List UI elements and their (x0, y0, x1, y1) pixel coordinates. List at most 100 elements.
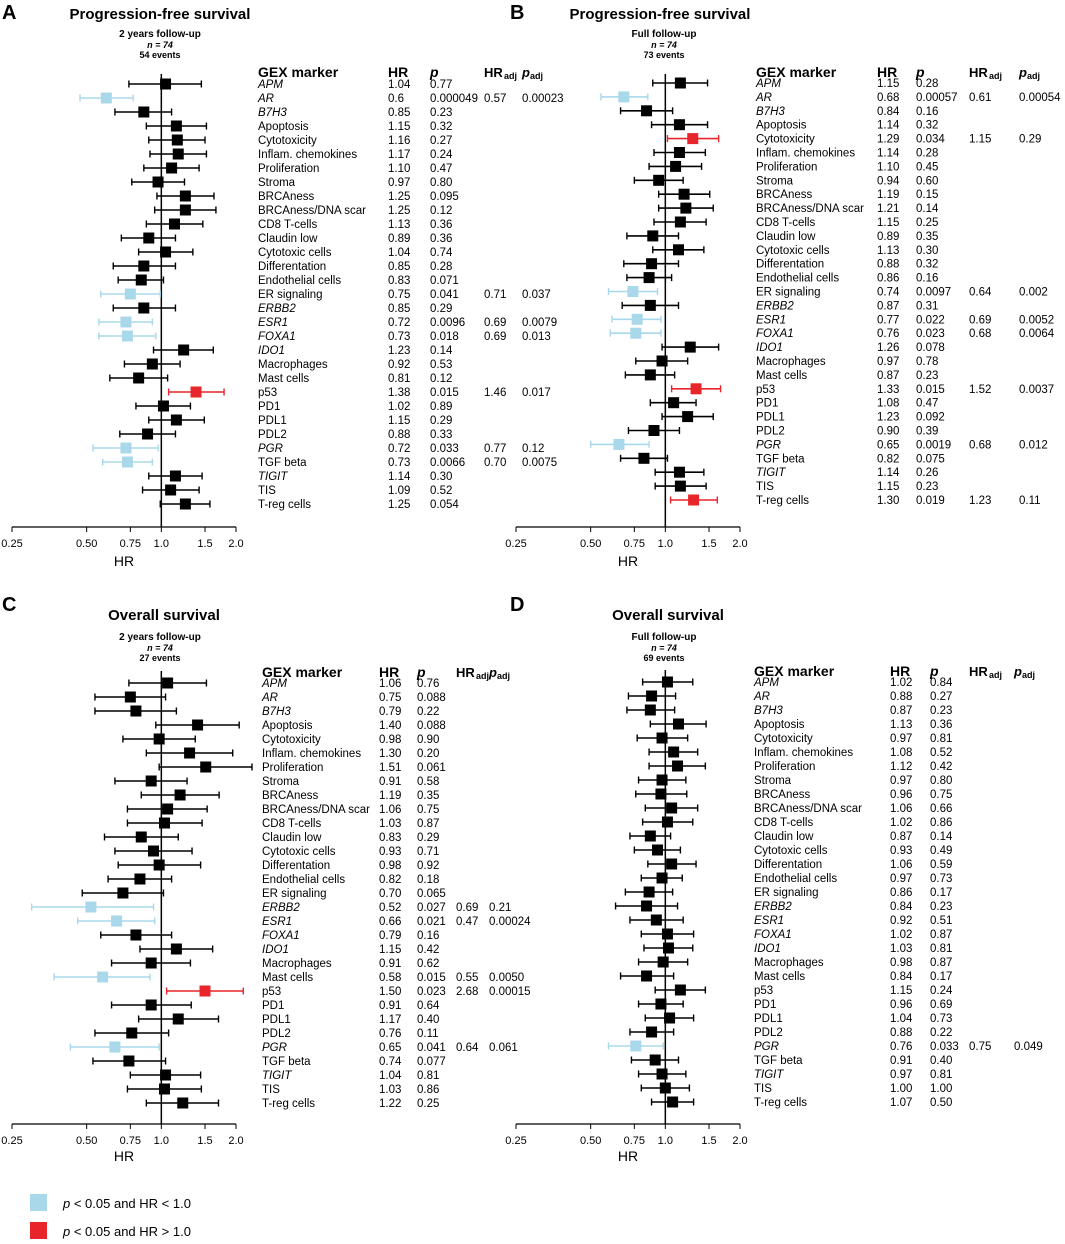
row-p: 0.29 (430, 415, 452, 427)
forest-row: Claudin low 0.89 0.36 (120, 232, 452, 245)
row-p: 0.66 (930, 803, 952, 815)
row-p: 0.89 (430, 401, 452, 413)
row-marker: Stroma (756, 175, 794, 187)
panel-subtitle: 2 years follow-up (119, 29, 201, 40)
legend-label-red: p < 0.05 and HR > 1.0 (62, 1224, 191, 1239)
row-marker: BRCAness/DNA scar (754, 803, 862, 815)
row-hr: 0.87 (877, 370, 899, 382)
forest-row: TGF beta 0.73 0.0066 0.70 0.0075 (101, 456, 557, 469)
row-padj: 0.11 (1019, 495, 1041, 507)
row-hr: 0.97 (890, 775, 912, 787)
row-hr: 0.77 (877, 314, 899, 326)
forest-row: ESR1 0.92 0.51 (629, 914, 952, 927)
forest-row: PGR 0.65 0.041 0.64 0.061 (69, 1041, 518, 1054)
row-hr: 0.87 (890, 705, 912, 717)
hr-point (673, 147, 685, 158)
forest-row: Mast cells 0.87 0.23 (624, 369, 938, 382)
hr-point (668, 746, 680, 758)
hr-point (656, 774, 668, 786)
forest-row: PDL2 0.90 0.39 (627, 425, 938, 438)
header-p: p (915, 64, 925, 80)
forest-row: ESR1 0.72 0.0096 0.69 0.0079 (98, 316, 557, 329)
row-marker: ERBB2 (754, 901, 792, 913)
row-p: 0.0096 (430, 317, 465, 329)
forest-row: Cytotoxic cells 1.13 0.30 (652, 244, 938, 257)
row-marker: Inflam. chemokines (258, 149, 357, 161)
row-hr: 1.08 (877, 398, 899, 410)
row-hr: 0.87 (890, 831, 912, 843)
row-hr: 0.85 (388, 261, 410, 273)
hr-point (165, 484, 177, 496)
row-hr: 1.04 (890, 1013, 913, 1025)
row-hr: 0.82 (877, 453, 899, 465)
row-p: 0.39 (916, 426, 938, 438)
row-p: 0.47 (430, 163, 452, 175)
row-marker: PDL2 (754, 1027, 783, 1039)
row-marker: Proliferation (754, 761, 815, 773)
row-marker: APM (261, 678, 287, 690)
forest-row: B7H3 0.85 0.23 (114, 106, 452, 119)
hr-point (117, 887, 129, 899)
forest-row: APM 1.02 0.84 (641, 676, 953, 689)
hr-point (673, 119, 685, 131)
row-p: 1.00 (930, 1083, 952, 1095)
hr-point (177, 1097, 189, 1109)
row-hr: 0.87 (877, 300, 899, 312)
row-marker: CD8 T-cells (754, 817, 813, 829)
hr-point (145, 957, 157, 969)
forest-row: Stroma 0.91 0.58 (114, 775, 439, 788)
row-hr: 0.84 (890, 971, 913, 983)
forest-row: TIS 1.00 1.00 (640, 1082, 952, 1095)
row-marker: APM (753, 677, 779, 689)
hr-point (162, 803, 174, 815)
row-p: 0.11 (417, 1028, 439, 1040)
row-marker: BRCAness (754, 789, 810, 801)
hr-point (138, 302, 150, 314)
row-marker: Apoptosis (754, 719, 805, 731)
hr-point (111, 915, 123, 927)
hr-point (684, 341, 696, 353)
panel-subtitle: 2 years follow-up (119, 632, 201, 643)
row-hr: 0.76 (877, 328, 899, 340)
hr-point (672, 718, 684, 730)
row-p: 0.015 (916, 384, 945, 396)
row-p: 0.45 (916, 161, 938, 173)
row-p: 0.86 (930, 817, 952, 829)
row-hr: 1.26 (877, 342, 899, 354)
row-hr: 1.22 (379, 1098, 401, 1110)
x-tick-label: 0.75 (120, 1135, 141, 1147)
x-tick-label: 1.0 (154, 1135, 169, 1147)
row-p: 0.50 (930, 1097, 952, 1109)
forest-row: TIGIT 1.04 0.81 (129, 1069, 439, 1082)
row-marker: Differentation (754, 859, 822, 871)
hr-point (123, 1055, 135, 1067)
row-p: 0.81 (930, 943, 952, 955)
row-hr: 0.92 (388, 359, 410, 371)
row-hr: 1.40 (379, 720, 401, 732)
row-p: 0.018 (430, 331, 459, 343)
header-padj-sub: adj (497, 671, 510, 681)
hr-point (200, 761, 212, 773)
hr-point (655, 788, 667, 800)
row-p: 0.47 (916, 398, 938, 410)
row-marker: TGF beta (756, 453, 805, 465)
hr-point (124, 288, 136, 300)
hr-point (153, 733, 165, 745)
row-marker: Endothelial cells (756, 273, 839, 285)
row-hr: 0.86 (890, 887, 912, 899)
hr-point (674, 984, 686, 996)
forest-row: BRCAness 1.25 0.095 (156, 190, 459, 203)
hr-point (664, 1012, 676, 1024)
panel-subtitle: Full follow-up (632, 632, 697, 643)
header-p: p (929, 663, 939, 679)
row-marker: Differentation (262, 860, 330, 872)
panel-subtitle: Full follow-up (632, 29, 697, 40)
row-p: 0.52 (430, 485, 452, 497)
hr-point (630, 327, 642, 339)
row-hr: 0.84 (877, 106, 900, 118)
hr-point (109, 1041, 121, 1053)
row-hr: 0.96 (890, 999, 912, 1011)
row-hr: 1.04 (388, 247, 411, 259)
n-label: n = 74 (651, 40, 677, 50)
x-tick-label: 1.5 (701, 1135, 716, 1147)
